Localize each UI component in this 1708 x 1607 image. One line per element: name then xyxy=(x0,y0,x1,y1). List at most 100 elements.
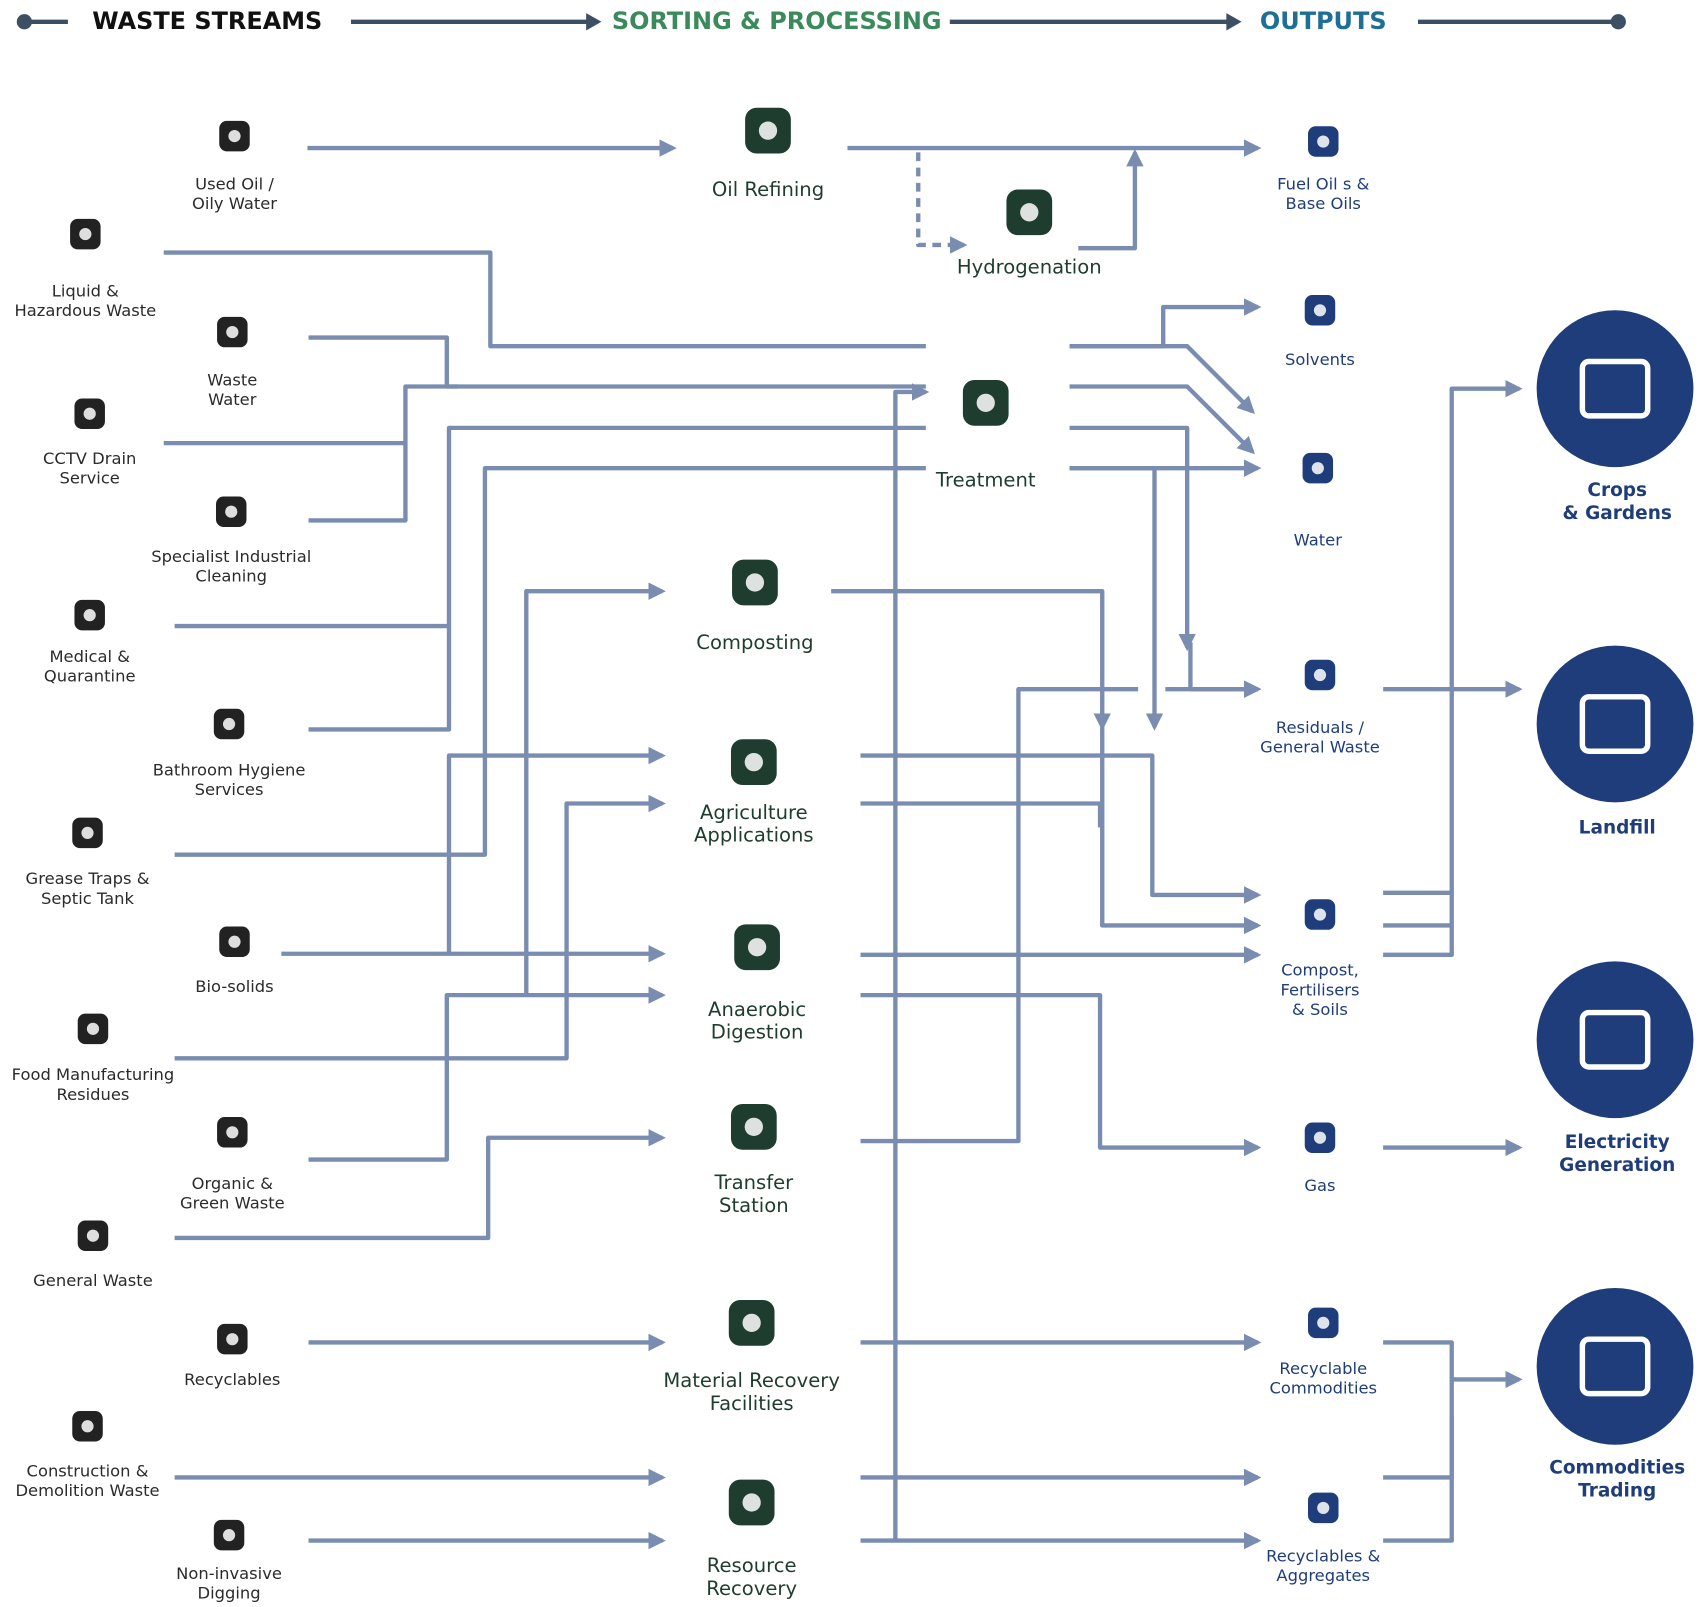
node-label: Oily Water xyxy=(192,194,277,213)
icon-detail xyxy=(225,505,238,518)
node-label: Hydrogenation xyxy=(957,255,1102,278)
node-label: Water xyxy=(1294,531,1343,550)
icon-detail xyxy=(1317,135,1330,148)
node-label: Services xyxy=(195,780,264,799)
node-label: Organic & xyxy=(192,1174,274,1193)
node-label: Composting xyxy=(696,631,813,654)
node-label: Fertilisers xyxy=(1280,980,1359,999)
icon-detail xyxy=(226,1333,239,1346)
icon-detail xyxy=(742,1493,761,1512)
icon-detail xyxy=(228,935,241,948)
end-use-label: Trading xyxy=(1578,1481,1656,1502)
icon-detail xyxy=(976,393,995,412)
icon-detail xyxy=(1020,203,1039,222)
icon-detail xyxy=(744,1117,763,1137)
node-label: General Waste xyxy=(33,1271,153,1290)
node-label: Station xyxy=(719,1194,789,1217)
node-label: Digging xyxy=(198,1583,261,1602)
icon-detail xyxy=(79,227,92,241)
icon-detail xyxy=(745,573,765,592)
node-label: Recyclables xyxy=(184,1370,280,1389)
end-use-circle xyxy=(1536,1287,1694,1445)
node-label: Transfer xyxy=(713,1171,794,1194)
stage-title: WASTE STREAMS xyxy=(92,7,322,35)
node-label: Treatment xyxy=(935,469,1036,492)
icon-detail xyxy=(222,717,236,731)
end-use-circle xyxy=(1536,310,1694,468)
node-label: Digestion xyxy=(711,1021,804,1044)
end-use-label: Crops xyxy=(1587,480,1647,501)
icon-detail xyxy=(83,407,96,420)
node-label: Hazardous Waste xyxy=(14,301,156,320)
node-label: Base Oils xyxy=(1286,194,1361,213)
icon-detail xyxy=(1313,1131,1327,1144)
node-label: & Soils xyxy=(1292,1000,1348,1019)
icon-detail xyxy=(228,129,241,143)
node-label: Demolition Waste xyxy=(15,1481,159,1500)
end-use-circle xyxy=(1536,961,1694,1119)
icon-detail xyxy=(742,1313,761,1332)
icon-detail xyxy=(758,121,778,140)
node-label: Anaerobic xyxy=(708,998,806,1021)
icon-detail xyxy=(1313,668,1327,682)
icon-detail xyxy=(747,938,767,957)
end-use-label: & Gardens xyxy=(1563,503,1672,524)
node-label: Residuals / xyxy=(1276,718,1365,737)
icon-detail xyxy=(744,752,763,772)
end-use-icon xyxy=(1579,1009,1651,1070)
icon-detail xyxy=(1311,462,1324,475)
stage-title: SORTING & PROCESSING xyxy=(612,7,942,35)
node-label: Residues xyxy=(56,1085,129,1104)
node-label: Material Recovery xyxy=(663,1369,840,1392)
stage-title: OUTPUTS xyxy=(1260,7,1387,35)
node-label: Water xyxy=(208,390,257,409)
end-use-icon xyxy=(1579,1336,1651,1397)
node-label: Facilities xyxy=(710,1392,794,1415)
node-label: Recyclables & xyxy=(1266,1546,1380,1565)
icon-detail xyxy=(222,1529,236,1542)
node-label: Resource xyxy=(707,1554,797,1577)
node-label: Compost, xyxy=(1281,961,1359,980)
connectors xyxy=(163,139,1523,1550)
icon-detail xyxy=(83,609,96,622)
node-label: Liquid & xyxy=(52,281,119,300)
icon-detail xyxy=(1313,908,1327,921)
icon-detail xyxy=(1313,304,1327,317)
node-label: Used Oil / xyxy=(195,175,274,194)
node-label: Medical & xyxy=(49,647,130,666)
icon-detail xyxy=(81,826,94,839)
node-label: Gas xyxy=(1304,1176,1335,1195)
node-label: Oil Refining xyxy=(712,178,824,201)
node-label: Waste xyxy=(207,371,257,390)
end-use-label: Commodities xyxy=(1549,1458,1685,1479)
icon-detail xyxy=(226,325,239,339)
end-use-label: Landfill xyxy=(1579,818,1656,839)
node-label: Solvents xyxy=(1285,350,1355,369)
node-label: Bathroom Hygiene xyxy=(153,760,306,779)
node-label: Applications xyxy=(694,824,814,847)
end-use-circle xyxy=(1536,645,1694,803)
node-label: Bio-solids xyxy=(195,977,273,996)
node-label: Septic Tank xyxy=(41,889,135,908)
end-use-icon xyxy=(1579,358,1651,419)
icon-detail xyxy=(226,1126,239,1139)
node-label: Fuel Oil s & xyxy=(1277,175,1369,194)
node-label: Commodities xyxy=(1269,1379,1377,1398)
node-label: Food Manufacturing xyxy=(12,1065,175,1084)
node-label: Quarantine xyxy=(44,667,136,686)
icon-detail xyxy=(1317,1501,1330,1515)
node-label: Agriculture xyxy=(700,801,808,824)
node-label: Grease Traps & xyxy=(26,869,150,888)
node-label: Cleaning xyxy=(195,567,267,586)
end-use-icon xyxy=(1579,694,1651,754)
node-label: Construction & xyxy=(27,1461,149,1480)
node-label: CCTV Drain xyxy=(43,449,136,468)
header-line xyxy=(16,13,1626,31)
node-label: Recovery xyxy=(706,1577,797,1600)
icon-detail xyxy=(86,1022,100,1035)
node-label: Specialist Industrial xyxy=(151,547,311,566)
icon-detail xyxy=(81,1420,94,1433)
node-label: General Waste xyxy=(1260,737,1380,756)
icon-detail xyxy=(86,1229,100,1242)
